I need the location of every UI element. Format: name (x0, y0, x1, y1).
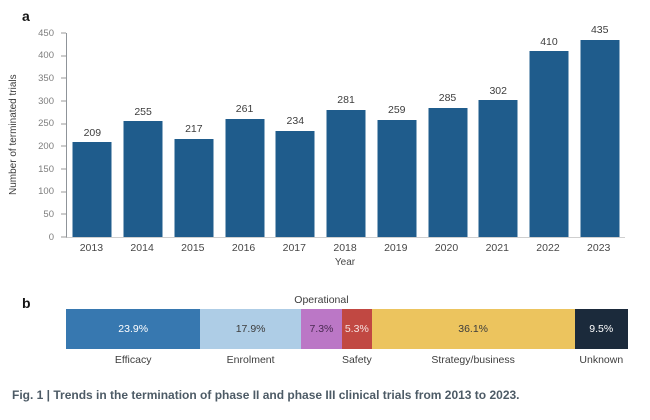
y-tick-label: 300 (38, 95, 54, 107)
bar-value-label: 435 (590, 24, 609, 37)
bar (275, 130, 315, 237)
x-tick-label: 2015 (181, 242, 205, 254)
bar-series: 209 255 217 261 234 281 259 285 302 410 435 (67, 25, 625, 237)
bar-slot: 261 (219, 33, 270, 237)
x-tick-label: 2021 (485, 242, 509, 254)
segment-percentage: 9.5% (589, 322, 614, 335)
bar-value-label: 217 (185, 123, 203, 136)
panel-b-letter: b (22, 295, 31, 311)
segment-enrolment: 17.9% (200, 309, 301, 349)
y-tick-mark (61, 145, 66, 147)
bar (123, 121, 163, 237)
y-tick-mark (61, 55, 66, 57)
segment-label: Operational (294, 294, 349, 306)
bar-value-label: 285 (438, 92, 457, 105)
x-tick-label: 2016 (231, 242, 256, 254)
y-tick-mark (61, 168, 66, 170)
y-tick-label: 250 (38, 117, 54, 129)
y-tick-mark (61, 123, 66, 125)
bar-slot: 435 (574, 25, 625, 237)
bar (478, 100, 518, 237)
segment-efficacy: 23.9% (66, 309, 201, 349)
x-axis-title: Year (334, 257, 356, 268)
x-axis-ticks: 2013 2014 2015 2016 2017 2018 2019 2020 2021 2022… (66, 242, 624, 254)
segment-unknown: 9.5% (574, 309, 628, 349)
y-tick-label: 350 (38, 72, 54, 84)
panel-a-bar-chart: a Number of terminated trials 0 50 100 150 2… (0, 8, 625, 268)
x-tick-label: 2019 (384, 242, 408, 254)
bar-value-label: 281 (337, 94, 355, 107)
y-tick-label: 200 (38, 140, 54, 152)
bar-slot: 302 (473, 33, 524, 237)
y-tick-mark (61, 100, 66, 102)
bar-value-label: 209 (83, 126, 102, 139)
bar (377, 119, 417, 237)
bar (529, 51, 569, 237)
bar-slot: 259 (371, 33, 422, 237)
termination-reason-stacked-bar: 23.9% 17.9% 7.3% 5.3% 36.1% 9.5% (66, 309, 628, 349)
y-tick-mark (61, 191, 66, 193)
x-tick-label: 2017 (282, 242, 306, 254)
y-tick-mark (61, 32, 66, 34)
segment-label: Safety (341, 354, 372, 366)
x-tick-label: 2020 (434, 242, 459, 254)
y-axis-ticks: 0 50 100 150 200 250 300 350 400 450 (0, 28, 66, 241)
x-tick-label: 2023 (587, 242, 611, 254)
figure-caption: Fig. 1 | Trends in the termination of ph… (12, 388, 520, 402)
bar-slot: 285 (422, 33, 473, 237)
y-tick-mark (61, 236, 66, 238)
y-tick-mark (61, 213, 66, 215)
segment-label: Unknown (579, 354, 624, 366)
panel-b-stacked-bar: b 23.9% 17.9% 7.3% 5.3% 36.1% 9.5% Efficacy En… (0, 283, 650, 378)
bar-value-label: 255 (134, 105, 152, 118)
bar-chart-plot-area: 209 255 217 261 234 281 259 285 302 410 435 (66, 25, 625, 238)
panel-a-letter: a (22, 8, 30, 24)
segment-percentage: 36.1% (458, 322, 489, 335)
bar-value-label: 259 (388, 104, 406, 117)
y-tick-label: 50 (43, 208, 54, 220)
y-tick-label: 450 (38, 27, 54, 39)
bar (174, 138, 214, 237)
y-tick-label: 0 (48, 231, 54, 243)
x-tick-label: 2022 (536, 242, 560, 254)
segment-label: Strategy/business (431, 354, 515, 366)
bar-slot: 281 (321, 33, 372, 237)
bar-value-label: 302 (489, 84, 507, 97)
bar-slot: 410 (524, 33, 575, 237)
bar (580, 39, 620, 237)
x-tick-label: 2018 (333, 242, 357, 254)
bar-value-label: 261 (235, 103, 254, 116)
segment-operational: 7.3% (300, 309, 342, 349)
y-tick-mark (61, 77, 66, 79)
bar (225, 118, 265, 237)
segment-percentage: 17.9% (235, 322, 266, 335)
x-tick-label: 2013 (79, 242, 104, 254)
bar-slot: 217 (168, 33, 219, 237)
x-tick-label: 2014 (130, 242, 154, 254)
bar (72, 142, 112, 237)
bar (428, 107, 467, 237)
segment-label: Efficacy (114, 354, 152, 366)
y-tick-label: 150 (38, 163, 54, 175)
segment-safety: 5.3% (341, 309, 372, 349)
segment-percentage: 5.3% (344, 322, 369, 335)
y-tick-label: 400 (38, 49, 54, 61)
bar (326, 109, 366, 237)
segment-percentage: 23.9% (118, 322, 149, 335)
bar-slot: 209 (67, 33, 118, 237)
segment-label: Enrolment (226, 354, 275, 366)
segment-strategy-business: 36.1% (371, 309, 575, 349)
bar-value-label: 234 (286, 115, 305, 128)
segment-percentage: 7.3% (309, 322, 334, 335)
bar-slot: 234 (270, 33, 321, 237)
y-tick-label: 100 (38, 185, 54, 197)
bar-value-label: 410 (540, 35, 558, 48)
bar-slot: 255 (118, 33, 169, 237)
